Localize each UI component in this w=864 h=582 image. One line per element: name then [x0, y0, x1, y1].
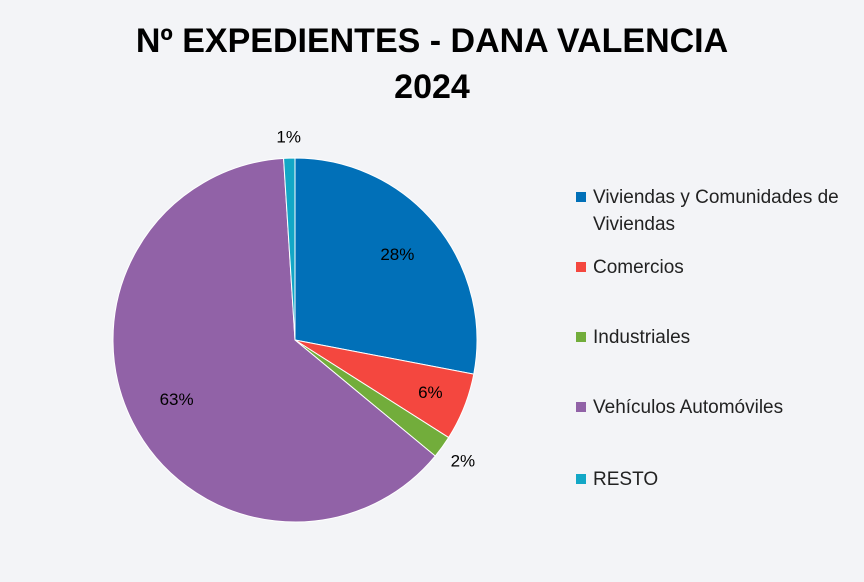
pie-slice-viviendas: [294, 157, 478, 375]
pie-slice-vehiculos: [112, 157, 436, 523]
chart-title-line1: Nº EXPEDIENTES - DANA VALENCIA: [135, 22, 729, 60]
legend-item-comercios: Comercios: [576, 254, 853, 281]
data-label-comercios: 6%: [418, 383, 443, 402]
legend-swatch: [576, 474, 586, 484]
legend-label: Industriales: [593, 327, 691, 348]
legend-item-resto: RESTO: [576, 466, 853, 493]
data-label-viviendas: 28%: [380, 245, 414, 264]
legend-label: RESTO: [593, 469, 659, 490]
legend-label: Vehículos Automóviles: [593, 397, 784, 418]
legend-swatch: [576, 402, 586, 412]
legend-swatch: [576, 332, 586, 342]
data-label-vehiculos: 63%: [160, 390, 194, 409]
pie-slice-resto: [283, 157, 296, 341]
chart-title: Nº EXPEDIENTES - DANA VALENCIA 2024: [0, 18, 864, 110]
legend-item-industriales: Industriales: [576, 324, 853, 351]
legend-label: Comercios: [593, 257, 684, 278]
data-label-resto: 1%: [276, 128, 301, 147]
legend-item-viviendas: Viviendas y Comunidades de Viviendas: [576, 184, 853, 238]
legend-swatch: [576, 192, 586, 202]
legend-label: Viviendas y Comunidades de Viviendas: [593, 187, 839, 235]
legend-swatch: [576, 262, 586, 272]
chart-title-line2: 2024: [394, 68, 470, 106]
legend-item-vehiculos: Vehículos Automóviles: [576, 394, 853, 421]
data-label-industriales: 2%: [451, 451, 476, 470]
